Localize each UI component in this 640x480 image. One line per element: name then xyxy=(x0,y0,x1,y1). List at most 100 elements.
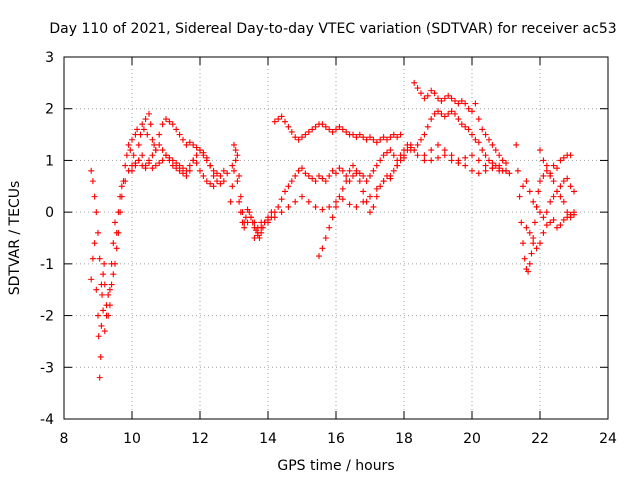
data-point xyxy=(302,170,309,177)
data-point xyxy=(190,157,197,164)
data-point xyxy=(363,178,370,185)
data-point xyxy=(397,131,404,138)
data-point xyxy=(231,167,237,174)
series-arc-7 xyxy=(271,113,404,146)
data-point xyxy=(384,172,390,179)
data-point xyxy=(129,136,135,143)
data-point xyxy=(91,240,98,247)
data-point xyxy=(278,209,285,216)
data-point xyxy=(384,149,390,156)
data-point xyxy=(239,219,246,226)
data-point xyxy=(516,193,523,200)
data-point xyxy=(125,141,132,148)
data-point xyxy=(455,160,462,167)
data-point xyxy=(214,170,220,177)
data-point xyxy=(149,165,156,172)
data-point xyxy=(418,90,424,97)
data-point xyxy=(506,170,513,177)
data-point xyxy=(360,188,367,195)
data-point xyxy=(295,167,302,174)
data-point xyxy=(326,203,333,210)
data-point xyxy=(387,147,394,154)
data-point xyxy=(134,126,141,133)
data-point xyxy=(421,157,428,164)
data-point xyxy=(271,118,278,125)
data-point xyxy=(523,224,530,231)
data-point xyxy=(135,157,142,164)
data-point xyxy=(448,95,455,102)
data-point xyxy=(455,116,462,123)
data-point xyxy=(394,134,401,141)
data-point xyxy=(295,136,302,143)
data-point xyxy=(343,178,350,185)
data-point xyxy=(554,165,560,172)
data-point xyxy=(333,170,339,177)
data-point xyxy=(99,291,106,298)
data-point xyxy=(550,178,557,185)
data-point xyxy=(567,214,574,221)
data-point xyxy=(543,167,550,174)
data-point xyxy=(193,160,200,167)
data-point xyxy=(292,198,299,205)
data-point xyxy=(530,198,537,205)
x-tick-label: 22 xyxy=(531,431,549,447)
data-point xyxy=(149,136,156,143)
data-point xyxy=(217,172,224,179)
data-point xyxy=(97,353,104,360)
y-tick-label: 0 xyxy=(45,205,54,221)
data-point xyxy=(356,131,363,138)
data-point xyxy=(387,175,394,182)
data-point xyxy=(127,147,134,154)
data-point xyxy=(89,255,96,262)
data-point xyxy=(180,136,186,143)
data-point xyxy=(173,165,180,172)
data-point xyxy=(465,105,472,112)
data-point xyxy=(547,219,554,226)
data-point xyxy=(547,172,554,179)
data-point xyxy=(316,253,322,260)
data-point xyxy=(530,240,537,247)
x-tick-label: 10 xyxy=(123,431,141,447)
data-point xyxy=(404,147,411,154)
data-point xyxy=(186,139,193,146)
data-point xyxy=(236,198,243,205)
data-point xyxy=(514,167,521,174)
data-point xyxy=(445,110,452,117)
y-tick-label: -1 xyxy=(40,257,54,273)
data-point xyxy=(564,175,571,182)
data-point xyxy=(251,219,258,226)
data-point xyxy=(462,162,469,169)
data-point xyxy=(418,136,424,143)
data-point xyxy=(98,322,105,329)
data-point xyxy=(475,170,482,177)
data-point xyxy=(455,100,462,107)
data-point xyxy=(462,100,469,107)
data-point xyxy=(367,193,373,200)
data-point xyxy=(292,172,299,179)
data-point xyxy=(513,141,520,148)
data-point xyxy=(242,214,249,221)
data-point xyxy=(397,157,404,164)
data-point xyxy=(441,147,448,154)
data-point xyxy=(173,126,180,133)
data-point xyxy=(210,172,217,179)
data-point xyxy=(217,180,224,187)
data-point xyxy=(271,209,278,216)
x-axis-label: GPS time / hours xyxy=(277,458,394,474)
data-point xyxy=(146,110,152,117)
data-point xyxy=(139,152,146,159)
data-point xyxy=(299,165,305,172)
data-point xyxy=(526,229,533,236)
data-point xyxy=(203,154,210,161)
data-point xyxy=(469,108,475,115)
data-point xyxy=(475,139,482,146)
data-point xyxy=(353,170,360,177)
data-point xyxy=(367,209,373,216)
data-point xyxy=(282,188,288,195)
data-point xyxy=(482,167,489,174)
data-point xyxy=(132,162,139,169)
data-point xyxy=(377,183,384,190)
data-point xyxy=(183,167,190,174)
series-arc-11 xyxy=(421,152,509,174)
